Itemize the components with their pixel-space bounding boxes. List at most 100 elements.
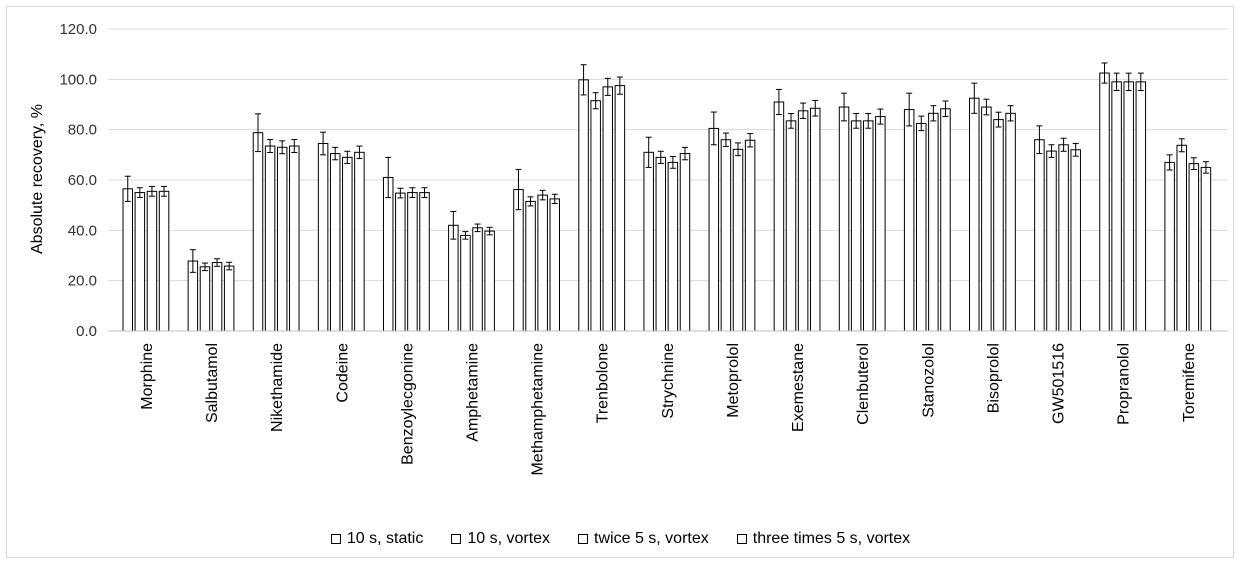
- x-category-label: Propranolol: [1116, 343, 1133, 425]
- bar: [614, 85, 626, 332]
- bar: [158, 190, 170, 332]
- bar: [1046, 150, 1057, 332]
- x-category-label: Stanozolol: [920, 343, 937, 418]
- bar: [1123, 81, 1134, 332]
- x-category-label: Bisoprolol: [985, 343, 1002, 413]
- bar: [513, 189, 524, 332]
- bar: [744, 139, 756, 332]
- legend-swatch: [451, 534, 462, 544]
- bar: [1034, 139, 1045, 332]
- legend-swatch: [578, 534, 589, 544]
- bar: [862, 120, 874, 332]
- bar: [903, 109, 915, 332]
- bar: [969, 97, 980, 332]
- x-category-label: Salbutamol: [204, 343, 221, 423]
- legend-label: three times 5 s, vortex: [752, 530, 911, 547]
- bar: [525, 200, 536, 332]
- bars: [122, 72, 1212, 332]
- bar: [916, 122, 927, 332]
- bar: [211, 262, 223, 332]
- bar: [993, 119, 1004, 332]
- bar: [354, 151, 365, 332]
- bar: [264, 145, 276, 332]
- y-tick-label: 100.0: [59, 71, 97, 88]
- legend-swatch: [330, 534, 341, 544]
- x-category-label: Methamphetamine: [530, 343, 547, 476]
- bar: [1176, 144, 1187, 332]
- bar: [785, 120, 797, 332]
- bar: [1099, 72, 1110, 332]
- legend-label: 10 s, vortex: [467, 530, 551, 547]
- error-bars: [124, 62, 1209, 273]
- bar: [838, 106, 850, 332]
- bar: [329, 153, 341, 332]
- bar: [1135, 81, 1147, 332]
- bar-chart: 0.0 20.0 40.0 60.0 80.0 100.0 120.0 Morphine Sa…: [29, 21, 1228, 476]
- bar: [928, 112, 939, 332]
- bar: [276, 146, 288, 332]
- bar: [460, 234, 471, 332]
- bar: [732, 148, 744, 332]
- bar: [1200, 166, 1212, 332]
- bar: [1058, 144, 1069, 332]
- bar: [602, 86, 614, 332]
- bar: [809, 107, 821, 332]
- legend: 10 s, static 10 s, vortex twice 5 s, vorte…: [0, 528, 1241, 550]
- bar: [419, 192, 430, 332]
- legend-item: 10 s, static: [330, 530, 424, 548]
- bar: [252, 132, 264, 332]
- x-category-label: Toremifene: [1181, 343, 1198, 422]
- x-category-label: Morphine: [139, 343, 156, 410]
- bar: [850, 120, 862, 332]
- bar: [223, 265, 235, 332]
- y-tick-label: 60.0: [68, 172, 97, 189]
- y-tick-label: 20.0: [68, 273, 97, 290]
- legend-label: twice 5 s, vortex: [594, 530, 709, 547]
- bar: [317, 143, 329, 332]
- x-category-label: Amphetamine: [464, 343, 481, 442]
- bar: [134, 192, 146, 332]
- bar: [720, 139, 732, 332]
- bar: [655, 156, 667, 332]
- bar: [1164, 161, 1175, 332]
- x-category-label: Exemestane: [790, 343, 807, 432]
- legend-label: 10 s, static: [346, 530, 424, 547]
- bar: [448, 224, 459, 332]
- bar: [484, 230, 495, 332]
- x-category-label: Nikethamide: [269, 343, 286, 432]
- bar: [549, 198, 561, 332]
- bar: [537, 194, 548, 332]
- bar: [1005, 112, 1016, 332]
- x-axis-categories: Morphine Salbutamol Nikethamide Codeine Benz…: [139, 343, 1198, 476]
- bar: [146, 190, 158, 332]
- bar: [679, 153, 691, 332]
- bar: [382, 176, 394, 332]
- legend-item: twice 5 s, vortex: [578, 530, 709, 548]
- bar: [797, 110, 809, 332]
- y-tick-label: 0.0: [76, 323, 97, 340]
- x-category-label: Clenbuterol: [855, 343, 872, 425]
- x-category-label: Benzoylecgonine: [399, 343, 416, 465]
- x-category-label: Strychnine: [660, 343, 677, 419]
- bar: [342, 156, 353, 332]
- bar: [395, 192, 406, 332]
- y-axis-ticks: 0.0 20.0 40.0 60.0 80.0 100.0 120.0: [59, 21, 97, 340]
- chart-frame: [6, 6, 1234, 558]
- bar: [667, 161, 679, 332]
- legend-swatch: [736, 534, 747, 544]
- bar: [590, 100, 601, 332]
- x-category-label: Codeine: [334, 343, 351, 403]
- bar: [940, 108, 951, 332]
- bar: [578, 79, 589, 332]
- bar: [1070, 149, 1081, 332]
- bar: [875, 116, 886, 332]
- bar: [407, 192, 418, 332]
- bar: [122, 188, 133, 332]
- y-tick-label: 40.0: [68, 222, 97, 239]
- y-tick-label: 120.0: [59, 21, 97, 38]
- bar: [708, 127, 720, 332]
- bar: [1111, 81, 1122, 332]
- y-axis-title: Absolute recovery, %: [29, 104, 46, 254]
- bar: [1188, 163, 1200, 332]
- legend-item: 10 s, vortex: [451, 530, 550, 548]
